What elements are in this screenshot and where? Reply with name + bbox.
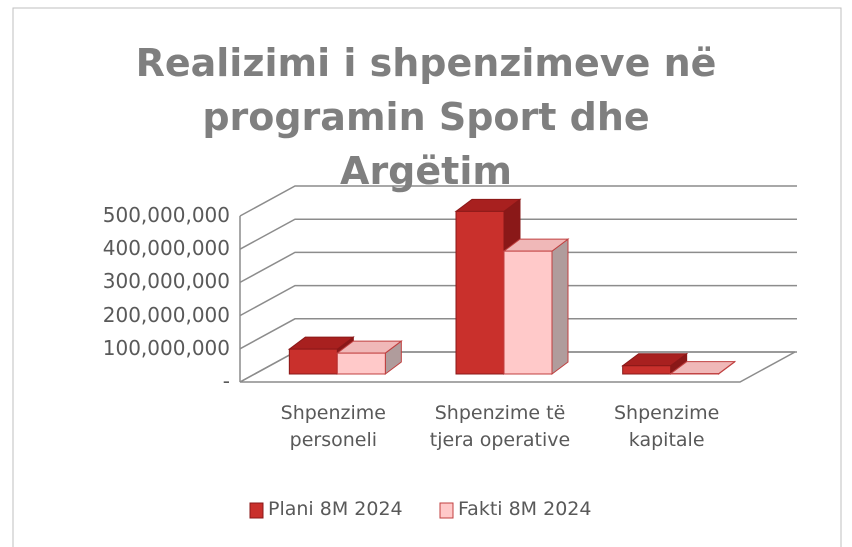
bar-face	[551, 238, 569, 375]
x-tick-label: Shpenzime kapitale	[613, 402, 720, 451]
y-tick-label: 200,000,000	[102, 302, 230, 327]
y-tick-label: 400,000,000	[102, 236, 230, 261]
legend-swatch	[249, 502, 264, 519]
y-tick-label: 100,000,000	[102, 335, 230, 360]
grid-line	[239, 318, 797, 350]
y-tick-label: 500,000,000	[102, 203, 230, 227]
bar-face	[622, 365, 672, 375]
legend-swatch	[439, 502, 454, 519]
grid-line	[239, 284, 797, 317]
y-tick-label: -	[222, 369, 230, 393]
bar-face	[288, 348, 338, 375]
grid-line	[239, 251, 797, 284]
grid-line	[239, 218, 797, 250]
y-tick-label: 300,000,000	[102, 269, 230, 294]
legend-label: Fakti 8M 2024	[458, 498, 592, 520]
bar	[502, 238, 570, 375]
x-tick-label: Shpenzime të tjera operative	[429, 402, 571, 451]
chart-border	[12, 7, 842, 547]
bar	[335, 340, 403, 375]
bar-face	[336, 352, 386, 375]
legend-label: Plani 8M 2024	[268, 498, 403, 520]
chart-title: Realizimi i shpenzimeve në programin Spo…	[135, 41, 717, 193]
bar-face	[503, 250, 553, 375]
bar-face	[455, 210, 505, 375]
bar	[621, 352, 689, 375]
x-tick-label: Shpenzime personeli	[280, 402, 386, 451]
bar	[669, 360, 737, 375]
grid-line	[239, 185, 797, 217]
